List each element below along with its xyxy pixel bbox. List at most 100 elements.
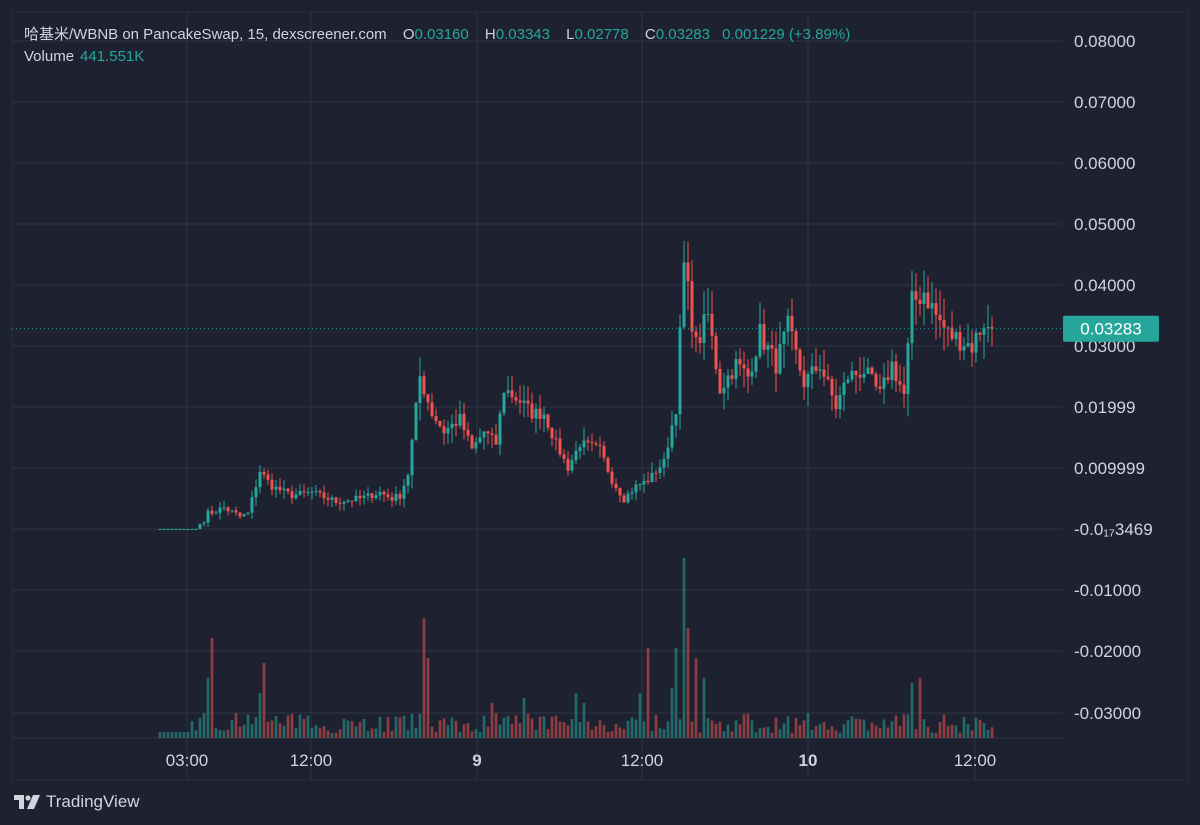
- volume-bar: [218, 729, 222, 738]
- candle-body: [602, 445, 606, 458]
- change-value: 0.001229 (+3.89%): [722, 26, 851, 43]
- x-tick-label: 12:00: [954, 751, 997, 770]
- volume-bar: [242, 724, 246, 738]
- volume-bar: [766, 726, 770, 738]
- volume-bar: [546, 729, 550, 738]
- volume-bar: [202, 713, 206, 738]
- candle-body: [178, 529, 182, 530]
- candle-body: [294, 494, 298, 499]
- volume-bar: [806, 713, 810, 738]
- volume-bar: [506, 715, 510, 738]
- volume-bar: [654, 715, 658, 738]
- volume-bar: [690, 721, 694, 738]
- volume-bar: [878, 728, 882, 738]
- candle-body: [586, 440, 590, 443]
- candle-body: [270, 479, 274, 490]
- volume-bar: [262, 663, 266, 738]
- candle-body: [314, 490, 318, 492]
- volume-bar: [826, 729, 830, 738]
- candle-body: [214, 512, 218, 514]
- candle-body: [626, 493, 630, 503]
- volume-bar: [758, 728, 762, 738]
- volume-bar: [602, 725, 606, 738]
- x-tick-label: 12:00: [290, 751, 333, 770]
- candle-body: [786, 315, 790, 332]
- candle-body: [746, 368, 750, 377]
- candle-body: [902, 384, 906, 394]
- volume-bar: [538, 716, 542, 738]
- volume-bar: [426, 658, 430, 738]
- volume-bar: [478, 731, 482, 738]
- volume-bar: [638, 693, 642, 738]
- volume-bar: [558, 721, 562, 738]
- volume-bar: [670, 688, 674, 738]
- volume-bar: [614, 723, 618, 738]
- volume-bar: [442, 718, 446, 738]
- y-tick-label: 0.04000: [1074, 276, 1135, 295]
- candle-body: [894, 361, 898, 382]
- volume-bar: [598, 720, 602, 738]
- volume-bar: [622, 728, 626, 738]
- y-tick-label: 0.06000: [1074, 154, 1135, 173]
- volume-bar: [890, 721, 894, 738]
- candle-body: [886, 377, 890, 381]
- candle-body: [818, 369, 822, 371]
- candle-body: [754, 356, 758, 372]
- volume-bar: [522, 698, 526, 738]
- volume-bar: [702, 678, 706, 738]
- candle-body: [698, 337, 702, 344]
- candle-body: [410, 439, 414, 476]
- volume-bar: [950, 724, 954, 738]
- candle-body: [442, 426, 446, 434]
- volume-bar: [290, 713, 294, 738]
- volume-bar: [810, 729, 814, 738]
- open-value: 0.03160: [414, 26, 469, 43]
- volume-bar: [958, 732, 962, 738]
- volume-bar: [226, 729, 230, 738]
- y-tick-label: 0.01999: [1074, 398, 1135, 417]
- close-value: 0.03283: [655, 26, 710, 43]
- close-label: C: [644, 26, 656, 43]
- volume-bar: [342, 719, 346, 738]
- volume-bar: [190, 720, 194, 738]
- tradingview-brand[interactable]: TradingView: [14, 792, 140, 812]
- candle-body: [710, 313, 714, 336]
- volume-bar: [762, 727, 766, 738]
- volume-bar: [562, 722, 566, 738]
- candle-body: [870, 367, 874, 374]
- volume-bar: [326, 730, 330, 738]
- volume-bar: [922, 719, 926, 738]
- volume-bar: [830, 726, 834, 738]
- volume-bar: [882, 719, 886, 738]
- candle-body: [386, 494, 390, 498]
- candle-body: [226, 507, 230, 512]
- candle-body: [806, 373, 810, 388]
- candle-body: [526, 400, 530, 404]
- volume-bar: [542, 716, 546, 738]
- volume-bar: [774, 717, 778, 738]
- candle-body: [490, 433, 494, 435]
- volume-label: Volume: [24, 48, 75, 65]
- candle-body: [814, 366, 818, 371]
- candle-body: [254, 487, 258, 498]
- candle-body: [502, 392, 506, 414]
- candle-body: [558, 438, 562, 455]
- volume-bar: [886, 727, 890, 738]
- volume-bar: [182, 732, 186, 738]
- low-value: 0.02778: [574, 26, 629, 43]
- candle-body: [166, 529, 170, 530]
- candle-body: [742, 364, 746, 369]
- y-tick-label: 0.009999: [1074, 459, 1145, 478]
- candle-body: [766, 344, 770, 350]
- volume-bar: [974, 718, 978, 738]
- candle-body: [394, 493, 398, 501]
- volume-bar: [834, 730, 838, 738]
- candle-body: [674, 414, 678, 426]
- candle-body: [834, 395, 838, 410]
- volume-bar: [870, 722, 874, 738]
- volume-bar: [462, 724, 466, 738]
- y-tick-label: -0.01000: [1074, 581, 1141, 600]
- candle-body: [654, 472, 658, 474]
- candle-body: [858, 374, 862, 378]
